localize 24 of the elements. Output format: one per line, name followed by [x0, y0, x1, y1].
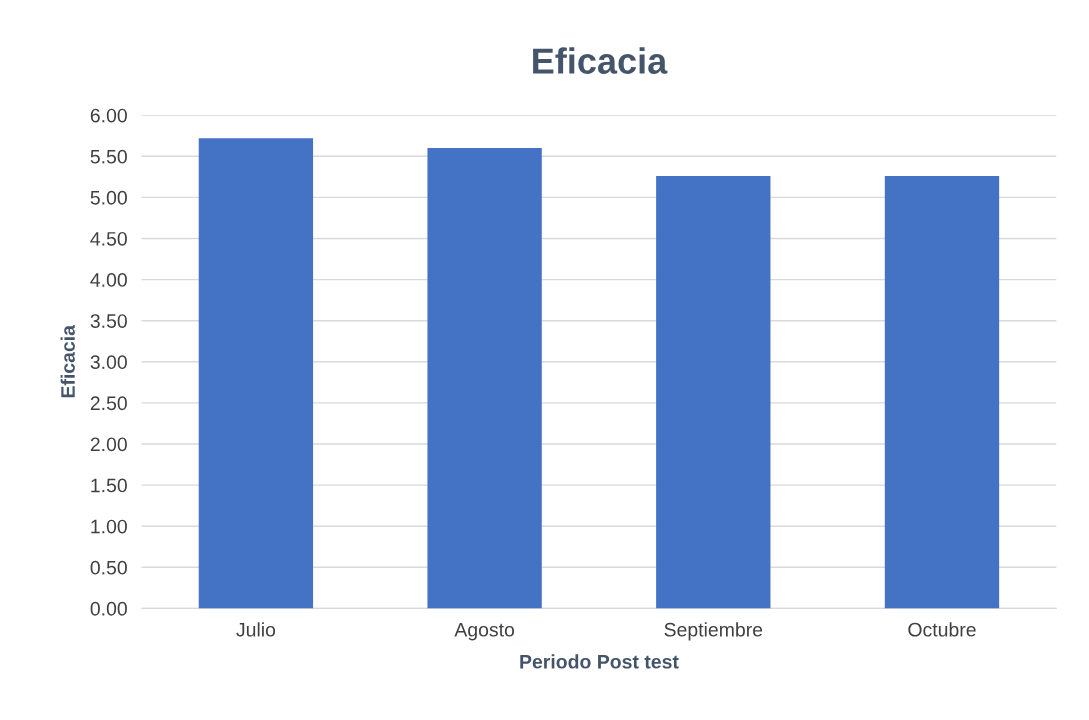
- y-tick-label: 0.00: [90, 601, 127, 616]
- bar: [427, 148, 542, 609]
- chart-title: Eficacia: [533, 47, 668, 74]
- y-tick-label: 1.00: [91, 519, 127, 534]
- bar: [656, 176, 771, 609]
- y-axis-title: Eficacia: [60, 324, 75, 398]
- bar: [884, 176, 1000, 609]
- y-tick-label: 5.50: [90, 149, 127, 164]
- x-tick-label: Octubre: [908, 622, 976, 637]
- bar: [198, 138, 314, 609]
- y-tick-label: 4.50: [90, 231, 127, 246]
- y-tick-label: 1.50: [91, 478, 127, 493]
- x-tick-label: Julio: [236, 622, 276, 637]
- x-tick-label: Septiembre: [664, 622, 763, 641]
- y-tick-label: 2.00: [90, 437, 127, 452]
- y-tick-label: 6.00: [90, 108, 127, 123]
- y-tick-label: 4.00: [90, 273, 127, 287]
- x-axis-title: Periodo Post test: [520, 654, 679, 669]
- y-tick-label: 2.50: [90, 396, 127, 411]
- y-tick-label: 5.00: [90, 190, 127, 205]
- y-tick-label: 0.50: [90, 560, 127, 575]
- y-tick-label: 3.00: [90, 355, 127, 370]
- x-tick-label: Agosto: [454, 623, 515, 641]
- y-tick-label: 3.50: [90, 314, 127, 328]
